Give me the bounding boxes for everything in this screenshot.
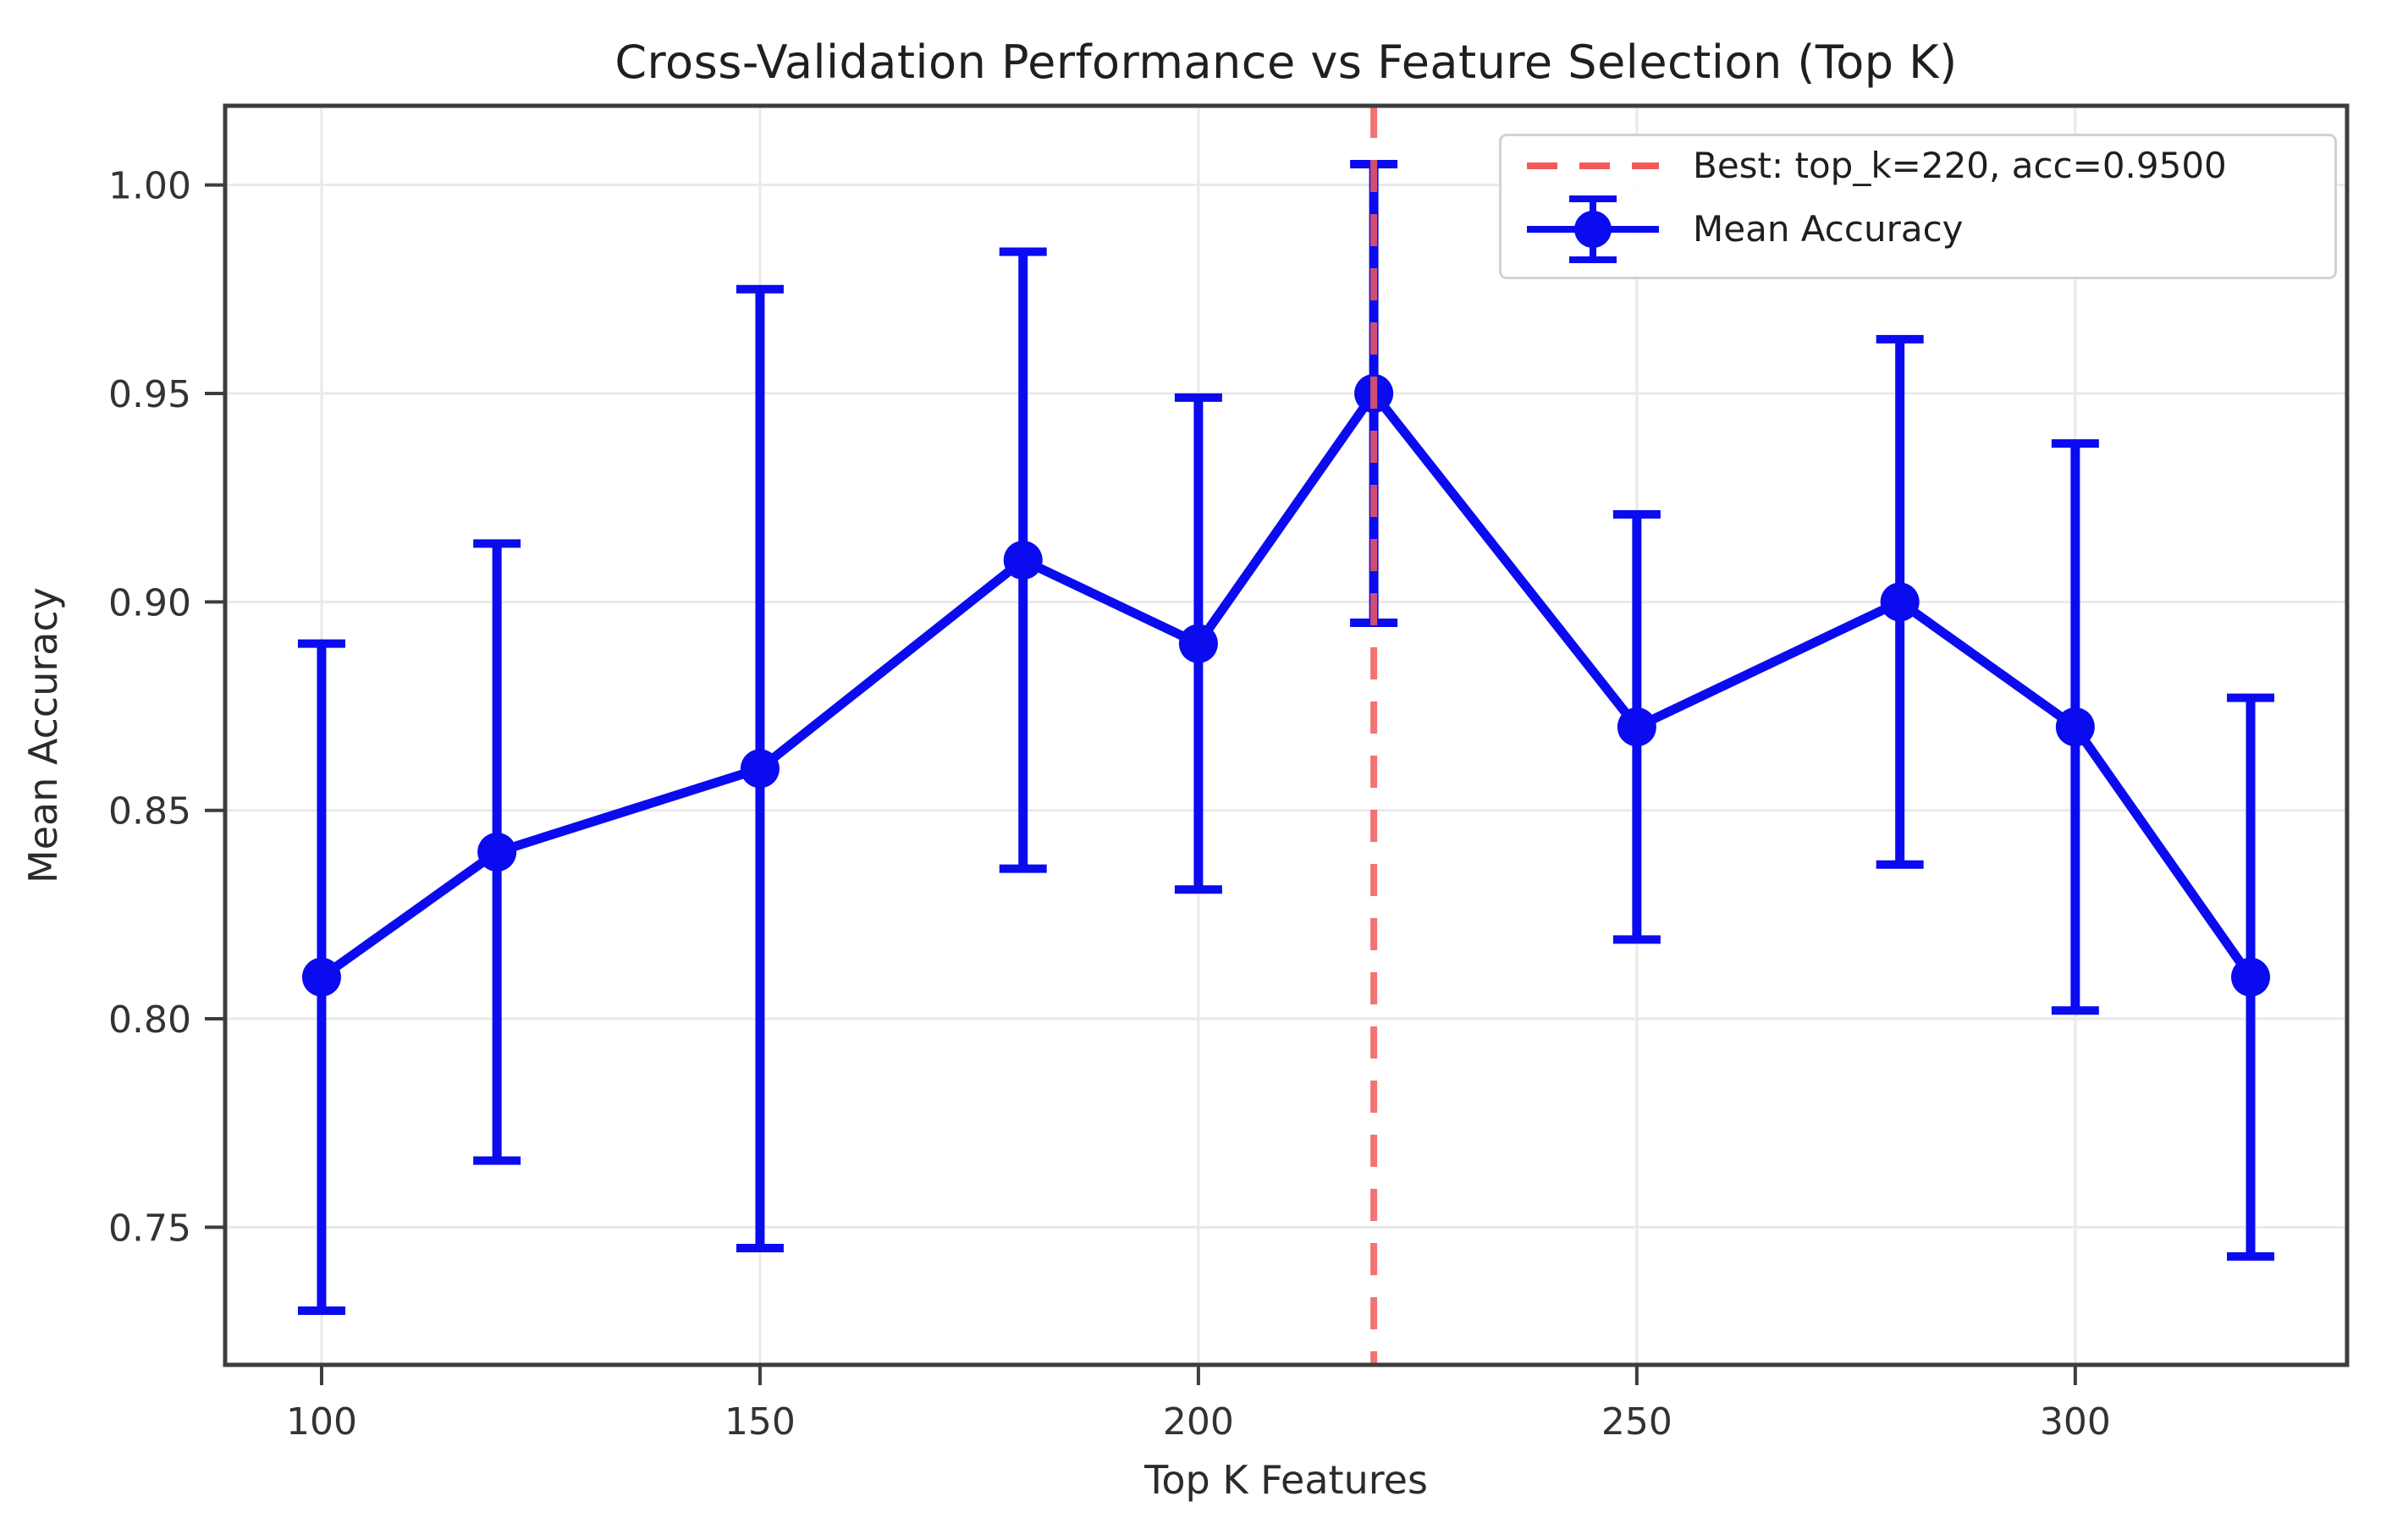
y-tick-label: 0.85 bbox=[108, 790, 191, 833]
x-tick-label: 100 bbox=[286, 1400, 357, 1444]
mean-accuracy-line bbox=[318, 388, 2255, 982]
errorbar-sample-dot bbox=[1574, 210, 1612, 248]
y-tick-label: 0.75 bbox=[108, 1207, 191, 1250]
legend: Best: top_k=220, acc=0.9500 Mean Accurac… bbox=[1499, 134, 2337, 279]
axes-border bbox=[223, 103, 2350, 1367]
data-point bbox=[2231, 957, 2271, 997]
legend-label-mean-accuracy: Mean Accuracy bbox=[1693, 208, 1964, 250]
y-tick-label: 0.90 bbox=[108, 581, 191, 624]
data-point bbox=[1003, 541, 1043, 580]
data-point bbox=[1178, 624, 1218, 663]
chart-title: Cross-Validation Performance vs Feature … bbox=[614, 36, 1958, 89]
x-tick-label: 250 bbox=[1601, 1400, 1672, 1444]
legend-entry-mean-accuracy: Mean Accuracy bbox=[1524, 190, 2326, 268]
legend-entry-best: Best: top_k=220, acc=0.9500 bbox=[1524, 145, 2326, 186]
x-tick-label: 300 bbox=[2040, 1400, 2111, 1444]
data-point bbox=[301, 957, 341, 997]
legend-label-best: Best: top_k=220, acc=0.9500 bbox=[1693, 145, 2227, 187]
x-axis-label: Top K Features bbox=[1144, 1457, 1428, 1503]
data-point bbox=[1880, 582, 1920, 622]
y-tick-label: 0.80 bbox=[108, 998, 191, 1042]
x-tick-label: 150 bbox=[725, 1400, 796, 1444]
data-point bbox=[1617, 707, 1656, 747]
data-point bbox=[2055, 707, 2095, 747]
y-axis-label: Mean Accuracy bbox=[20, 587, 66, 883]
dashed-line-icon bbox=[1527, 162, 1659, 169]
y-tick-label: 0.95 bbox=[108, 373, 191, 416]
data-point bbox=[740, 749, 780, 789]
errorbar-icon bbox=[1527, 195, 1659, 263]
x-tick-label: 200 bbox=[1163, 1400, 1234, 1444]
y-tick-label: 1.00 bbox=[108, 165, 191, 208]
data-point bbox=[477, 832, 517, 872]
